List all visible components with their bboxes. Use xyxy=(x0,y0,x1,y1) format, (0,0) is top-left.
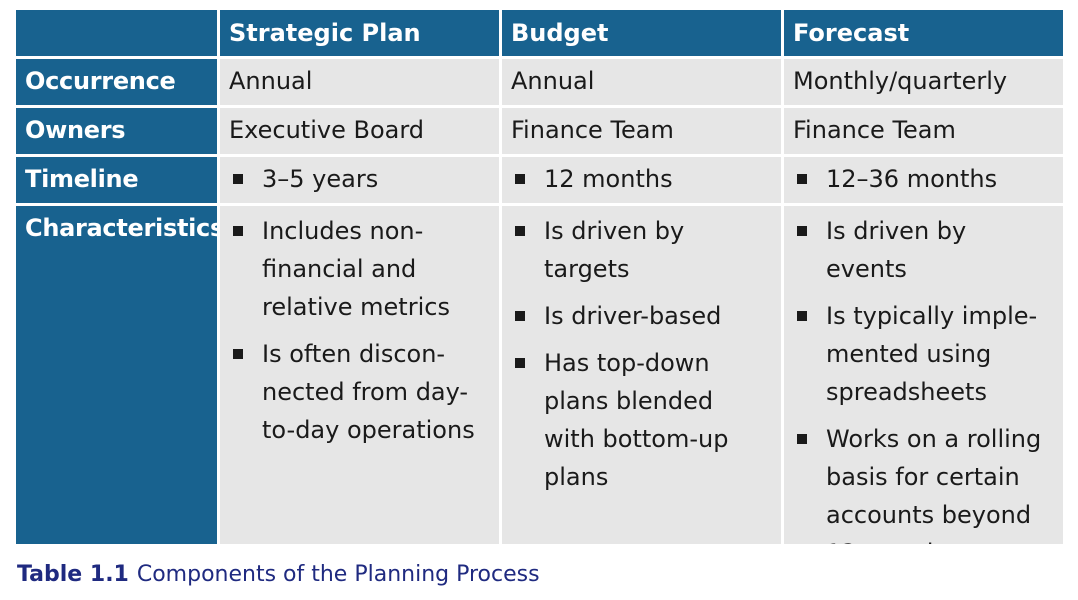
row-header-characteristics: Characteristics xyxy=(16,206,217,544)
owners-strategic-cell: Executive Board xyxy=(220,108,499,154)
header-strategic-plan: Strategic Plan xyxy=(220,10,499,56)
owners-budget-cell: Finance Team xyxy=(502,108,781,154)
list-item: 3–5 years xyxy=(229,163,490,195)
list-item: 12 months xyxy=(511,163,772,195)
list-item: Is driven by targets xyxy=(511,212,772,288)
planning-components-table: Strategic Plan Budget Forecast Occurrenc… xyxy=(16,10,1063,544)
characteristics-forecast-cell: Is driven by events Is typically imple- … xyxy=(784,206,1063,544)
bullet-square-icon xyxy=(797,226,807,236)
occurrence-budget-cell: Annual xyxy=(502,59,781,105)
owners-forecast-cell: Finance Team xyxy=(784,108,1063,154)
bullet-square-icon xyxy=(233,174,243,184)
bullet-square-icon xyxy=(233,349,243,359)
bullet-square-icon xyxy=(233,226,243,236)
bullet-square-icon xyxy=(797,311,807,321)
row-header-occurrence: Occurrence xyxy=(16,59,217,105)
timeline-forecast-cell: 12–36 months xyxy=(784,157,1063,203)
occurrence-forecast-cell: Monthly/quarterly xyxy=(784,59,1063,105)
bullet-text: Includes non- financial and relative met… xyxy=(262,217,450,321)
bullet-text: 12–36 months xyxy=(826,165,998,193)
characteristics-strategic-cell: Includes non- financial and relative met… xyxy=(220,206,499,544)
timeline-budget-cell: 12 months xyxy=(502,157,781,203)
bullet-square-icon xyxy=(515,174,525,184)
table-caption-number: Table 1.1 xyxy=(17,562,129,587)
list-item: Is often discon- nected from day- to-day… xyxy=(229,335,490,449)
timeline-strategic-cell: 3–5 years xyxy=(220,157,499,203)
bullet-square-icon xyxy=(515,226,525,236)
occurrence-strategic-cell: Annual xyxy=(220,59,499,105)
bullet-text: 12 months xyxy=(544,165,673,193)
row-header-timeline: Timeline xyxy=(16,157,217,203)
bullet-text: Is typically imple- mented using spreads… xyxy=(826,302,1038,406)
header-budget: Budget xyxy=(502,10,781,56)
bullet-text: Is driven by targets xyxy=(544,217,685,283)
list-item: Has top-down plans blended with bottom-u… xyxy=(511,344,772,496)
bullet-text: Has top-down plans blended with bottom-u… xyxy=(544,349,729,491)
bullet-square-icon xyxy=(797,174,807,184)
list-item: Works on a rolling basis for certain acc… xyxy=(793,420,1054,544)
bullet-text: Works on a rolling basis for certain acc… xyxy=(826,425,1042,544)
bullet-square-icon xyxy=(797,434,807,444)
list-item: Is typically imple- mented using spreads… xyxy=(793,297,1054,411)
bullet-text: 3–5 years xyxy=(262,165,379,193)
list-item: 12–36 months xyxy=(793,163,1054,195)
table-caption-text: Components of the Planning Process xyxy=(136,562,540,587)
table-caption: Table 1.1 Components of the Planning Proc… xyxy=(17,562,540,587)
row-header-owners: Owners xyxy=(16,108,217,154)
list-item: Includes non- financial and relative met… xyxy=(229,212,490,326)
bullet-text: Is often discon- nected from day- to-day… xyxy=(262,340,475,444)
list-item: Is driven by events xyxy=(793,212,1054,288)
bullet-text: Is driven by events xyxy=(826,217,967,283)
bullet-square-icon xyxy=(515,311,525,321)
bullet-square-icon xyxy=(515,358,525,368)
characteristics-budget-cell: Is driven by targets Is driver-based Has… xyxy=(502,206,781,544)
header-corner-cell xyxy=(16,10,217,56)
bullet-text: Is driver-based xyxy=(544,302,722,330)
list-item: Is driver-based xyxy=(511,297,772,335)
header-forecast: Forecast xyxy=(784,10,1063,56)
